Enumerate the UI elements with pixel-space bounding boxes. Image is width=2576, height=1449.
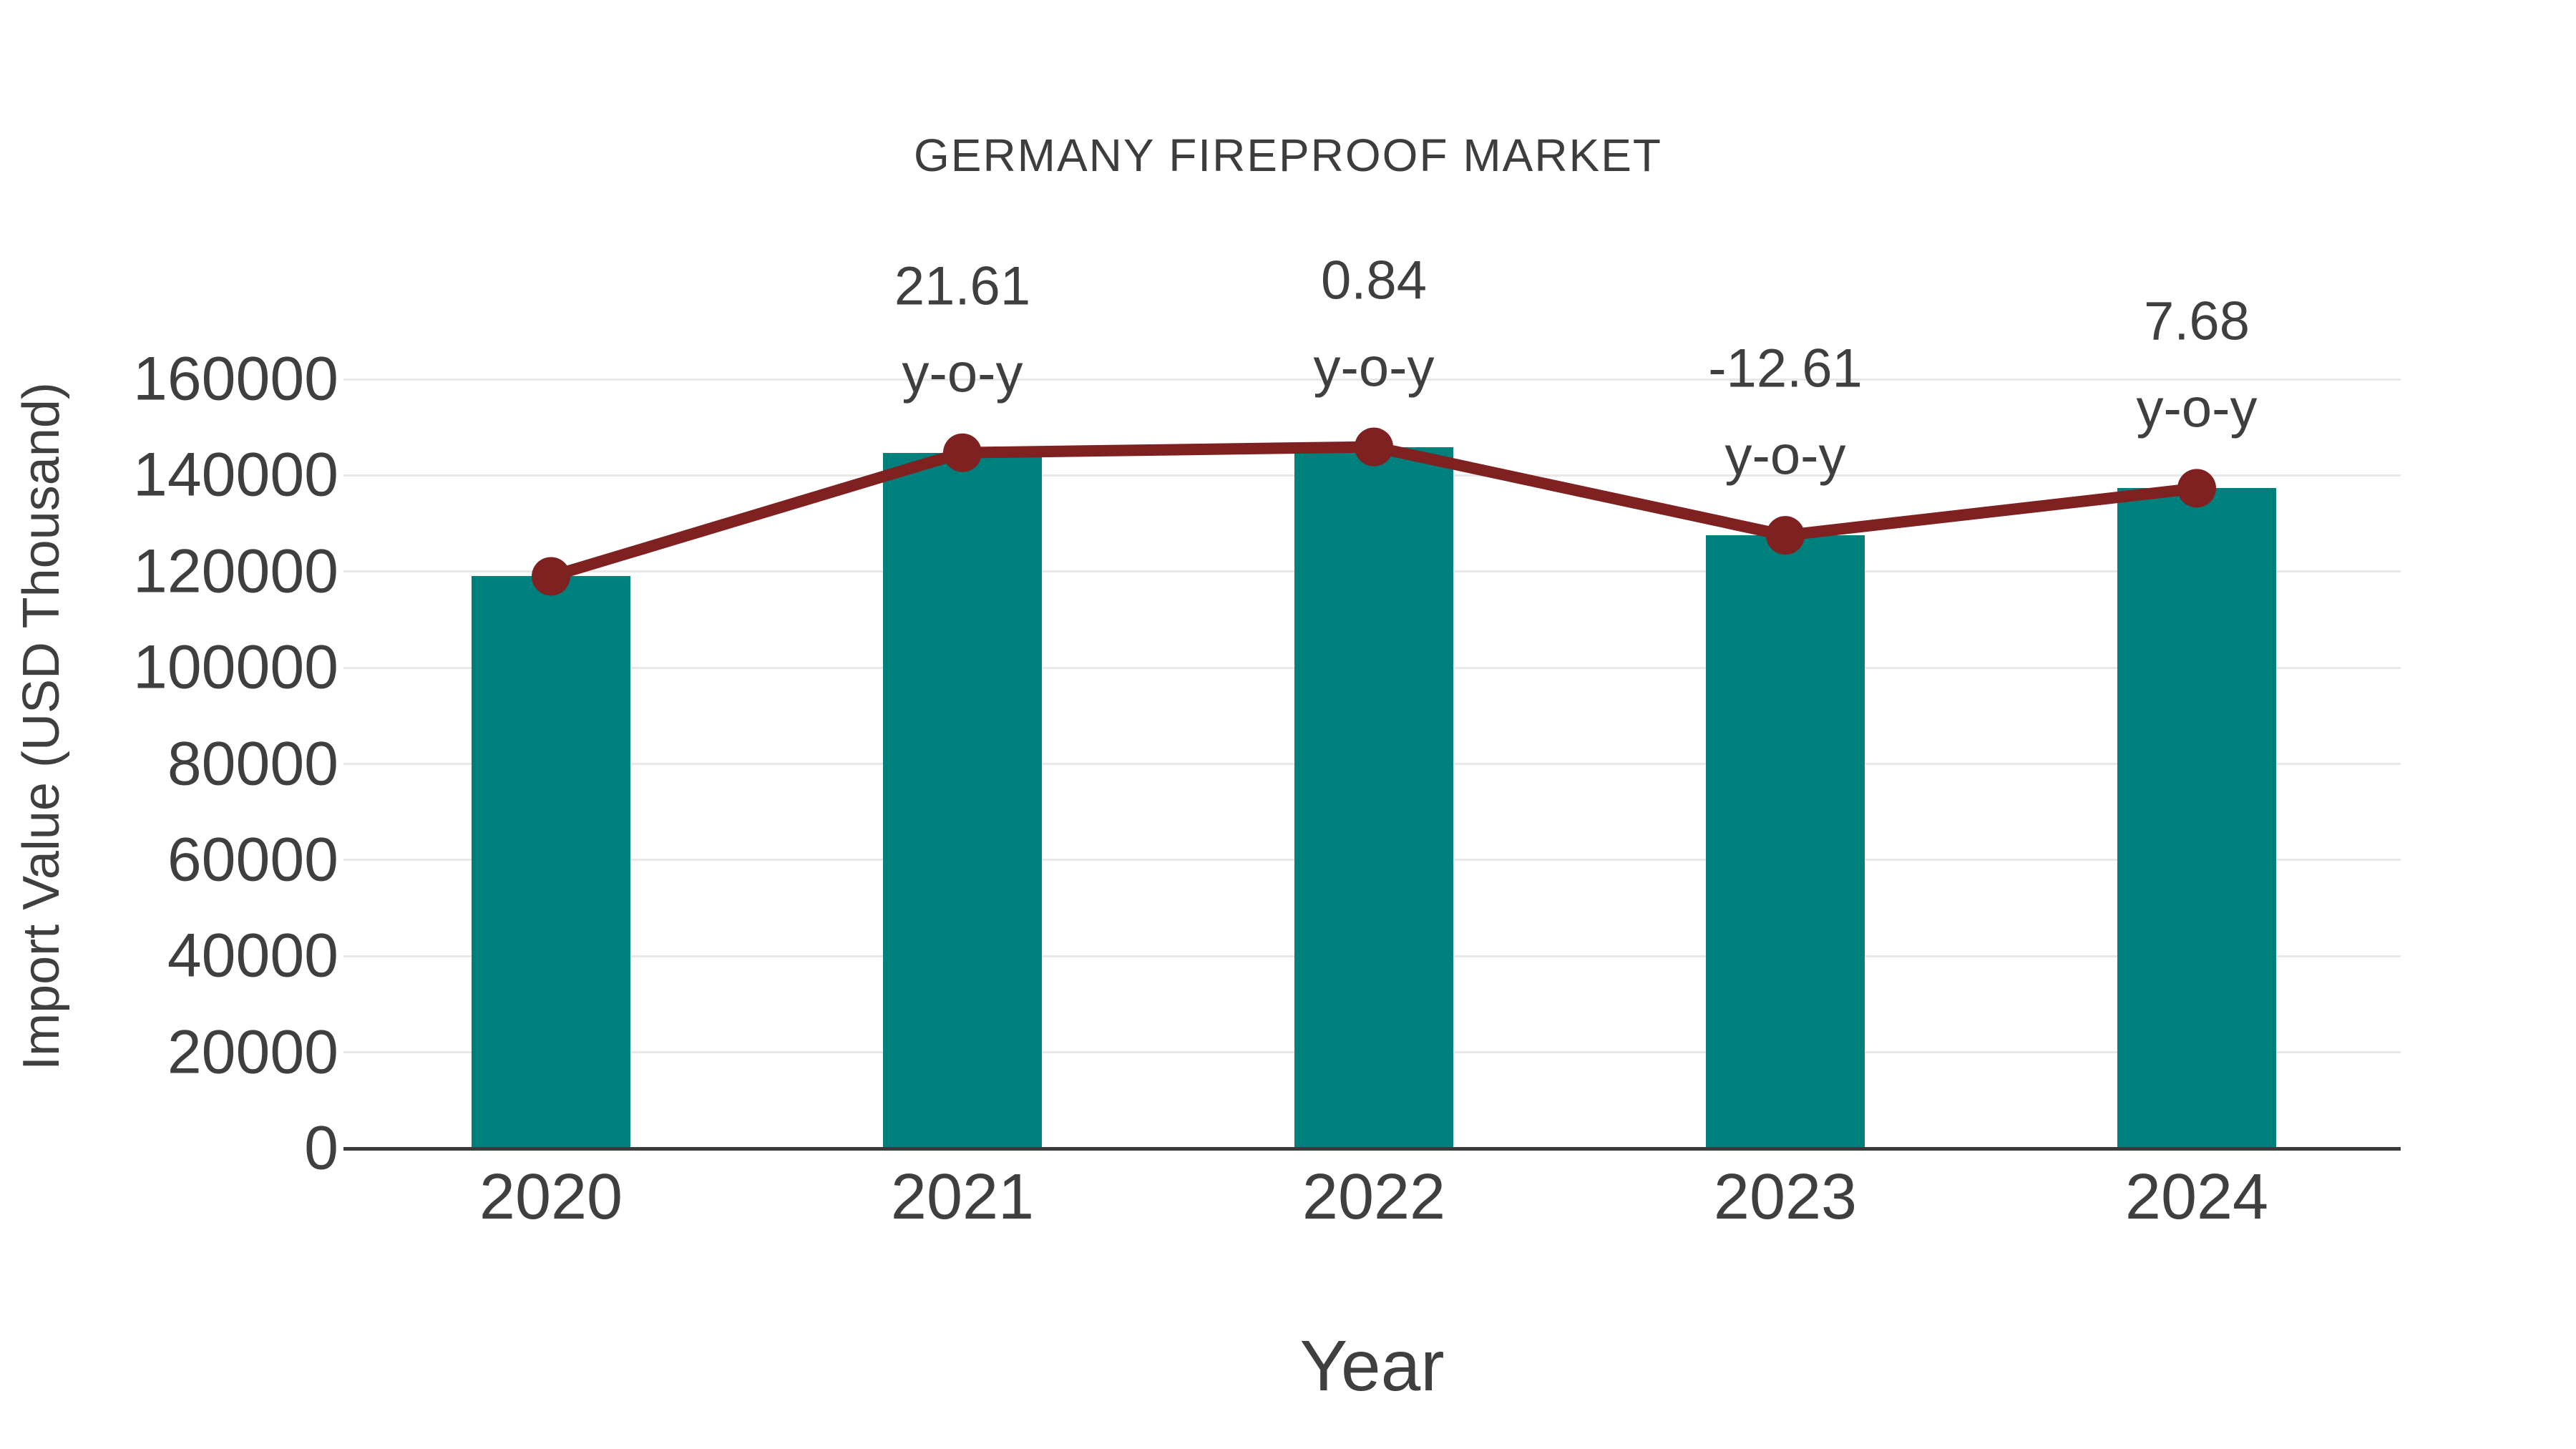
y-axis-title: Import Value (USD Thousand) — [13, 382, 70, 1070]
y-tick-label-140000: 140000 — [133, 440, 338, 509]
y-tick-label-80000: 80000 — [167, 729, 338, 798]
gridline-160000 — [343, 378, 2401, 381]
yoy-suffix-2022: y-o-y — [1313, 337, 1435, 399]
yoy-suffix-2024: y-o-y — [2136, 378, 2258, 439]
bar-2024 — [2117, 488, 2276, 1148]
y-tick-label-0: 0 — [304, 1113, 338, 1183]
x-tick-label-2023: 2023 — [1713, 1161, 1858, 1233]
chart-title: GERMANY FIREPROOF MARKET — [913, 130, 1663, 181]
y-tick-label-60000: 60000 — [167, 825, 338, 894]
x-tick-label-2022: 2022 — [1302, 1161, 1446, 1233]
yoy-suffix-2021: y-o-y — [902, 343, 1023, 404]
bar-2020 — [472, 576, 630, 1148]
y-tick-label-120000: 120000 — [133, 537, 338, 606]
x-axis-title: Year — [1299, 1326, 1445, 1406]
y-tick-label-160000: 160000 — [133, 344, 338, 414]
bar-2021 — [883, 452, 1042, 1148]
y-tick-label-100000: 100000 — [133, 633, 338, 702]
yoy-value-2022: 0.84 — [1321, 250, 1427, 311]
yoy-value-2024: 7.68 — [2144, 291, 2250, 352]
yoy-value-2021: 21.61 — [894, 255, 1031, 317]
bar-2022 — [1294, 447, 1453, 1148]
bar-2023 — [1706, 535, 1865, 1148]
x-tick-label-2024: 2024 — [2124, 1161, 2269, 1233]
x-axis-line — [343, 1146, 2401, 1151]
x-tick-label-2020: 2020 — [479, 1161, 623, 1233]
x-tick-label-2021: 2021 — [890, 1161, 1035, 1233]
yoy-suffix-2023: y-o-y — [1724, 425, 1846, 487]
yoy-value-2023: -12.61 — [1708, 338, 1863, 399]
y-tick-label-20000: 20000 — [167, 1018, 338, 1087]
y-tick-label-40000: 40000 — [167, 921, 338, 990]
